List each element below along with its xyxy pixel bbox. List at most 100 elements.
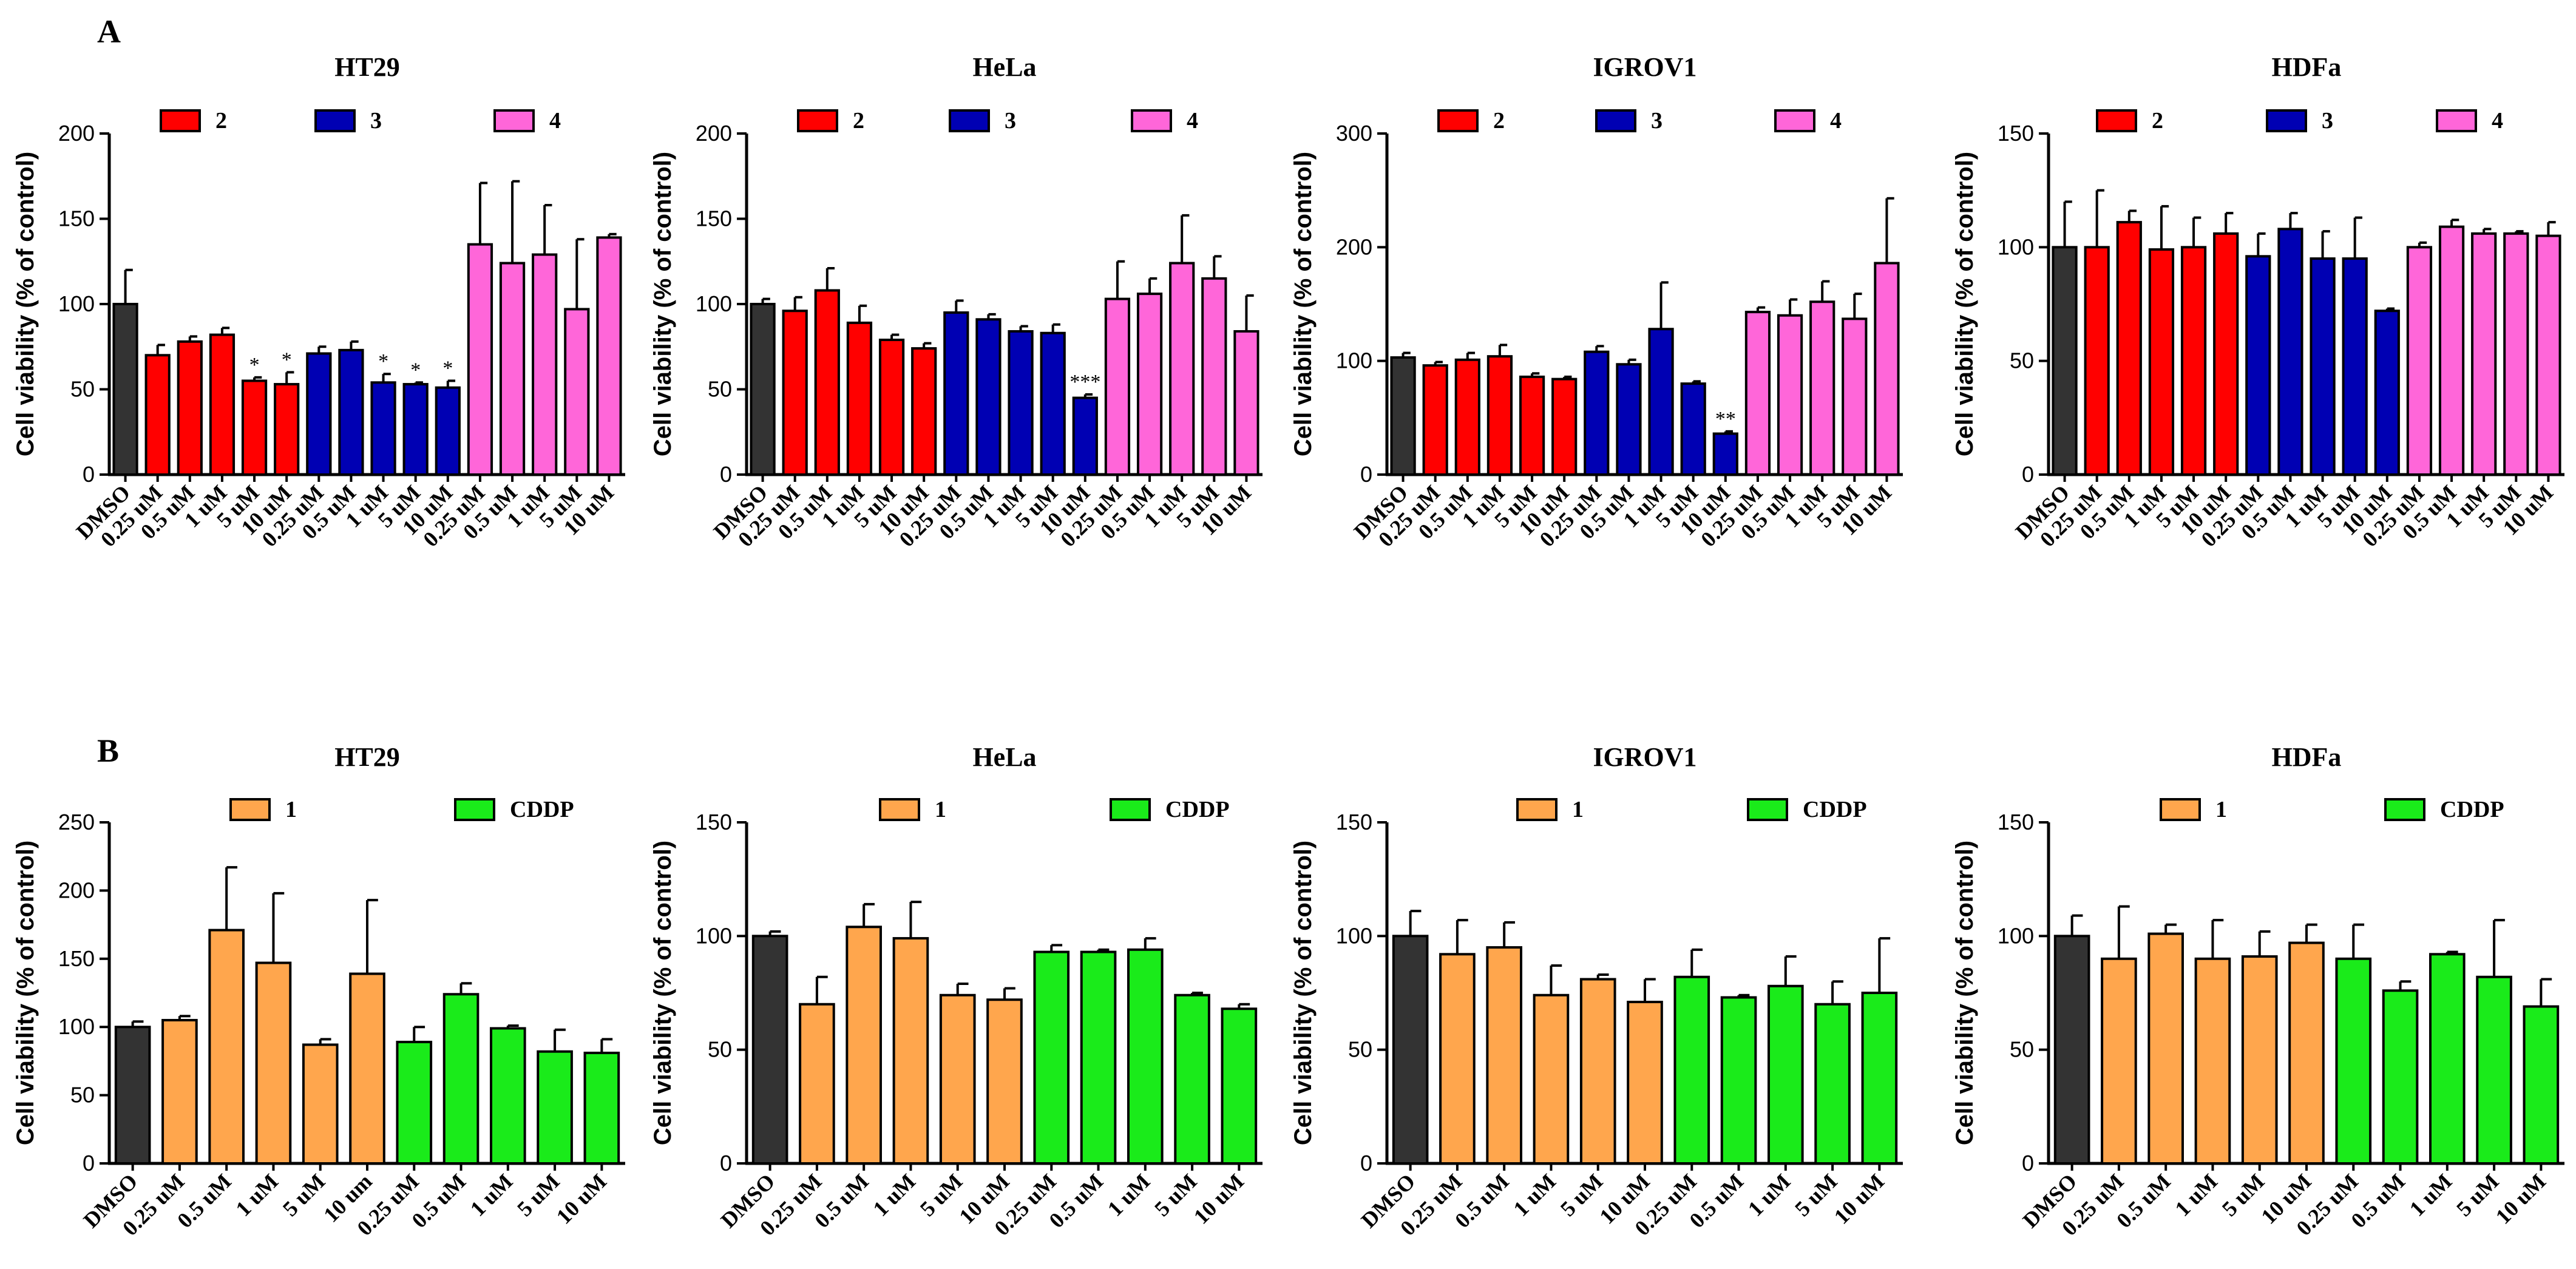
legend-swatch bbox=[949, 109, 990, 132]
bar bbox=[396, 1040, 433, 1165]
y-tick-label: 100 bbox=[1336, 923, 1372, 948]
y-axis-label: Cell viability (% of control) bbox=[12, 841, 39, 1145]
bar bbox=[1579, 978, 1616, 1165]
legend-swatch bbox=[1131, 109, 1172, 132]
y-tick-label: 150 bbox=[696, 206, 732, 231]
y-tick-label: 50 bbox=[70, 1083, 95, 1108]
bar bbox=[583, 1051, 620, 1165]
bar bbox=[2429, 953, 2466, 1165]
bar bbox=[274, 383, 300, 476]
bar bbox=[751, 935, 788, 1165]
bar bbox=[1712, 432, 1738, 476]
bar bbox=[878, 339, 905, 476]
bar bbox=[782, 310, 808, 476]
bar bbox=[596, 236, 622, 476]
bar bbox=[2503, 232, 2529, 476]
bar bbox=[2374, 310, 2400, 476]
bar bbox=[799, 1003, 835, 1165]
bar bbox=[2277, 228, 2303, 476]
y-axis-label: Cell viability (% of control) bbox=[1951, 841, 1978, 1145]
bar bbox=[2116, 221, 2142, 476]
bar bbox=[1519, 375, 1545, 476]
legend-label: 4 bbox=[1830, 108, 1842, 134]
y-tick-label: 0 bbox=[2022, 462, 2034, 487]
bar bbox=[1842, 317, 1868, 476]
significance-label: * bbox=[249, 354, 260, 376]
y-tick-label: 100 bbox=[1998, 923, 2034, 948]
y-tick-label: 0 bbox=[2022, 1151, 2034, 1176]
y-tick-label: 50 bbox=[2010, 1037, 2034, 1062]
legend-swatch bbox=[454, 798, 495, 821]
bar bbox=[442, 993, 480, 1165]
legend-label: 1 bbox=[2215, 797, 2227, 822]
legend-label: 1 bbox=[1572, 797, 1584, 822]
bar bbox=[2535, 234, 2561, 476]
chart-title: HeLa bbox=[972, 52, 1036, 82]
bar bbox=[114, 1026, 151, 1165]
legend-label: 3 bbox=[1651, 108, 1663, 134]
legend-label: 1 bbox=[285, 797, 297, 822]
legend-swatch bbox=[1516, 798, 1557, 821]
bar bbox=[2148, 248, 2175, 476]
y-tick-label: 100 bbox=[58, 1014, 95, 1039]
bar bbox=[2438, 225, 2465, 476]
y-tick-label: 300 bbox=[1336, 121, 1372, 146]
y-tick-label: 50 bbox=[708, 1037, 732, 1062]
y-tick-label: 0 bbox=[1360, 1151, 1372, 1176]
chart-2: IGROV1 Cell viability (% of control) 2 3 4 0 1… bbox=[1290, 52, 1903, 552]
legend-label: CDDP bbox=[1165, 797, 1230, 822]
bar bbox=[2476, 975, 2512, 1165]
legend-label: CDDP bbox=[2440, 797, 2504, 822]
bar bbox=[1814, 1003, 1851, 1165]
bar bbox=[467, 243, 493, 476]
legend-swatch bbox=[2266, 109, 2307, 132]
bar bbox=[1809, 300, 1835, 476]
legend-label: 2 bbox=[853, 108, 864, 134]
y-tick-label: 150 bbox=[1998, 121, 2034, 146]
bar bbox=[986, 998, 1023, 1165]
bar bbox=[112, 303, 138, 476]
legend-label: 4 bbox=[1187, 108, 1198, 134]
bar bbox=[2147, 932, 2184, 1165]
bar bbox=[2382, 989, 2419, 1165]
bar bbox=[1777, 314, 1803, 476]
y-tick-label: 200 bbox=[58, 121, 95, 146]
bar bbox=[1136, 293, 1163, 476]
chart-title: HeLa bbox=[972, 742, 1036, 772]
bar bbox=[208, 929, 245, 1165]
chart-title: HDFa bbox=[2272, 742, 2342, 772]
legend-swatch bbox=[2384, 798, 2425, 821]
bar bbox=[349, 972, 385, 1165]
legend-label: CDDP bbox=[1803, 797, 1867, 822]
legend-label: 2 bbox=[215, 108, 227, 134]
bar bbox=[2245, 255, 2271, 476]
bar bbox=[2241, 955, 2278, 1165]
y-tick-label: 150 bbox=[58, 206, 95, 231]
bar bbox=[2288, 941, 2325, 1165]
legend-label: 4 bbox=[2492, 108, 2503, 134]
y-tick-label: 150 bbox=[1998, 810, 2034, 834]
bar bbox=[1744, 311, 1771, 476]
y-tick-label: 200 bbox=[58, 878, 95, 902]
bar bbox=[2471, 232, 2497, 476]
bar bbox=[1127, 948, 1164, 1165]
legend-swatch bbox=[160, 109, 201, 132]
bar bbox=[1422, 364, 1448, 476]
y-tick-label: 50 bbox=[708, 377, 732, 402]
y-tick-label: 150 bbox=[1336, 810, 1372, 834]
chart-title: HT29 bbox=[334, 742, 400, 772]
legend-label: 2 bbox=[2152, 108, 2163, 134]
chart-7: HDFa Cell viability (% of control) 1 CDDP 0 5… bbox=[1951, 742, 2564, 1240]
bar bbox=[161, 1018, 198, 1165]
bar bbox=[144, 354, 171, 476]
bar bbox=[2180, 246, 2207, 476]
y-axis-label: Cell viability (% of control) bbox=[1951, 152, 1978, 456]
bar bbox=[209, 333, 236, 476]
y-axis-label: Cell viability (% of control) bbox=[649, 152, 676, 456]
chart-title: IGROV1 bbox=[1593, 52, 1696, 82]
bar bbox=[814, 289, 840, 476]
bar bbox=[532, 253, 558, 476]
bar bbox=[1169, 262, 1195, 476]
bar bbox=[846, 321, 873, 476]
bar bbox=[1033, 950, 1070, 1165]
